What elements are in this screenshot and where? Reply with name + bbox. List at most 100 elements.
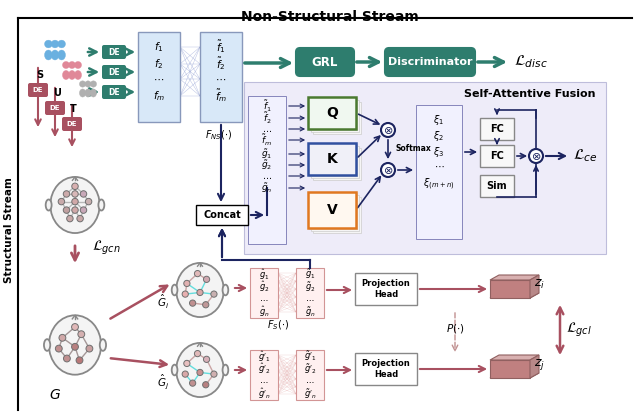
Circle shape [58,198,65,205]
Ellipse shape [99,200,104,210]
Ellipse shape [49,315,101,375]
Bar [480,118,514,140]
Text: $\tilde{g}_1$: $\tilde{g}_1$ [261,147,273,161]
Circle shape [189,300,196,306]
Bar [313,197,361,233]
Circle shape [79,81,86,87]
Circle shape [67,215,73,222]
Circle shape [68,61,76,68]
Text: DE: DE [108,47,120,56]
Circle shape [72,324,79,330]
Bar [309,144,357,176]
Text: $\tilde{g}'_1$: $\tilde{g}'_1$ [304,349,316,363]
Text: $\tilde{f}_2$: $\tilde{f}_2$ [216,56,226,73]
Ellipse shape [223,365,228,375]
Text: DE: DE [108,68,120,76]
Text: $\tilde{g}_2$: $\tilde{g}_2$ [261,158,273,172]
Text: S: S [36,70,44,80]
Bar [355,273,417,305]
Polygon shape [530,275,539,298]
Polygon shape [530,355,539,378]
Circle shape [381,163,395,177]
Circle shape [72,343,79,350]
Circle shape [63,207,70,213]
Text: $\xi_{(m+n)}$: $\xi_{(m+n)}$ [423,176,455,192]
Text: $\hat{g}_1$: $\hat{g}_1$ [259,267,269,281]
Text: $\cdots$: $\cdots$ [154,75,164,83]
Ellipse shape [90,89,97,97]
Circle shape [86,345,93,352]
Text: $f_m$: $f_m$ [153,89,165,103]
Circle shape [63,61,70,68]
Text: $\xi_2$: $\xi_2$ [433,129,445,143]
Circle shape [85,81,91,87]
Circle shape [203,382,209,388]
Text: $\cdots$: $\cdots$ [262,124,272,134]
Text: $\cdots$: $\cdots$ [216,75,227,83]
Text: $\tilde{g}_1$: $\tilde{g}_1$ [305,267,316,281]
Text: GRL: GRL [312,56,338,68]
Circle shape [203,302,209,308]
Bar [250,350,278,400]
FancyBboxPatch shape [45,101,65,115]
Ellipse shape [85,89,91,97]
FancyBboxPatch shape [296,48,354,76]
Polygon shape [490,280,530,298]
Text: $\hat{g}'_2$: $\hat{g}'_2$ [258,361,270,376]
Text: DE: DE [50,105,60,111]
Circle shape [85,198,92,205]
Text: $\mathcal{L}_{gcl}$: $\mathcal{L}_{gcl}$ [566,321,592,339]
Ellipse shape [79,89,86,97]
Text: $\cdots$: $\cdots$ [262,171,272,181]
Bar [480,145,514,167]
Circle shape [74,61,81,68]
Text: $f_1$: $f_1$ [154,40,164,54]
Text: $z_i$: $z_i$ [534,278,545,290]
Text: Non-Structural Stream: Non-Structural Stream [241,10,419,24]
Circle shape [58,40,65,48]
Circle shape [211,371,217,377]
Text: $\cdots$: $\cdots$ [305,295,315,303]
Ellipse shape [51,177,100,233]
Bar [244,82,606,254]
Text: $\tilde{f}_1$: $\tilde{f}_1$ [262,98,271,114]
Circle shape [90,81,97,87]
Circle shape [204,356,210,362]
Text: K: K [326,152,337,166]
Text: $\tilde{f}_m$: $\tilde{f}_m$ [215,88,227,105]
Text: $\tilde{g}_n$: $\tilde{g}_n$ [305,305,316,319]
Bar [313,148,361,180]
Ellipse shape [172,285,177,295]
Text: $\tilde{g}'_n$: $\tilde{g}'_n$ [303,387,316,400]
Circle shape [72,207,78,213]
Circle shape [204,276,210,283]
Bar [296,350,324,400]
Text: $\otimes$: $\otimes$ [383,124,393,136]
Circle shape [529,149,543,163]
Text: $P(\cdot)$: $P(\cdot)$ [445,322,465,334]
Bar [416,105,462,239]
Text: $\tilde{f}_1$: $\tilde{f}_1$ [216,39,226,56]
Bar [309,98,357,130]
Ellipse shape [100,339,106,351]
Text: $\mathcal{L}_{gcn}$: $\mathcal{L}_{gcn}$ [92,239,121,257]
Ellipse shape [176,343,224,397]
Bar [311,146,359,178]
Text: U: U [53,88,61,98]
Text: $\otimes$: $\otimes$ [383,164,393,176]
Bar [308,143,356,175]
Bar [311,100,359,132]
Bar [296,268,324,318]
Circle shape [211,291,217,297]
Text: FC: FC [490,151,504,161]
Text: DE: DE [33,87,44,93]
Bar [196,205,248,225]
Bar [355,353,417,385]
Ellipse shape [223,285,228,295]
Text: $\tilde{f}_2$: $\tilde{f}_2$ [262,110,271,126]
Text: $\hat{G}_i$: $\hat{G}_i$ [157,293,169,311]
FancyBboxPatch shape [62,117,82,131]
Ellipse shape [63,71,70,80]
Text: $\hat{G}_j$: $\hat{G}_j$ [157,373,169,391]
Circle shape [72,183,78,190]
